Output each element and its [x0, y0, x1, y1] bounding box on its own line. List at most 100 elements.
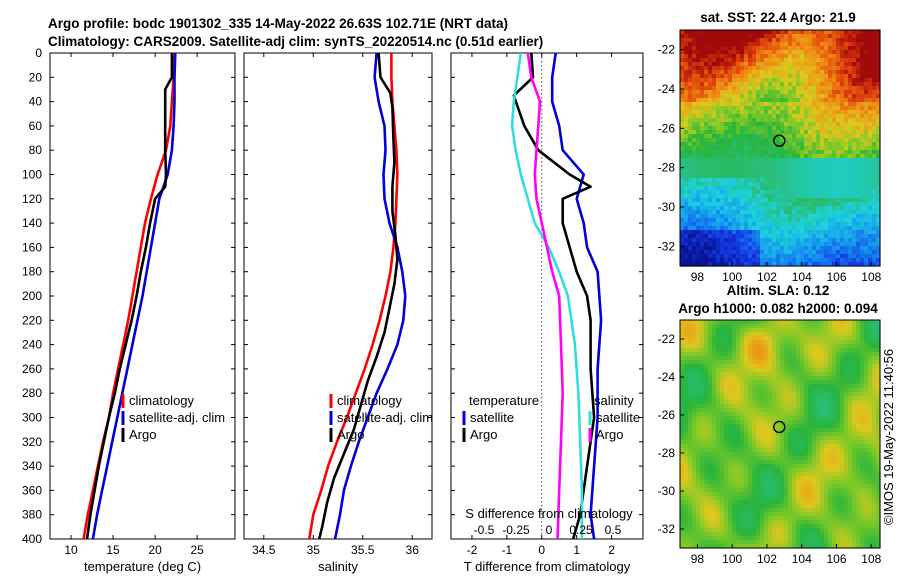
legend-title-temperature: temperature [469, 393, 539, 408]
y-tick-label: 300 [22, 411, 42, 425]
x-tick-label: 98 [691, 270, 705, 284]
series-line-satellite-adj-clim [333, 52, 407, 540]
x-axis-label: salinity [318, 559, 358, 574]
x-tick-label: 102 [757, 552, 777, 566]
x-tick-label: 100 [722, 270, 742, 284]
x-tick-label: 35.5 [351, 543, 375, 557]
argo-location-marker [773, 134, 786, 147]
x-tick-label: 10 [64, 543, 78, 557]
plot-frame [450, 52, 644, 540]
y-tick-label: 40 [29, 95, 43, 109]
y-tick-label: 80 [29, 143, 43, 157]
series-line-s-satellite [510, 52, 584, 539]
plot-frame [243, 52, 433, 540]
legend-argo: Argo [337, 427, 364, 442]
y-tick-label: 200 [22, 289, 42, 303]
y-tick-label: -28 [658, 446, 676, 460]
y-tick-label: -24 [658, 370, 676, 384]
map-frame [679, 29, 881, 267]
x-tick-label: 25 [190, 543, 204, 557]
x-tick-label: 36 [406, 543, 420, 557]
map-cells [680, 320, 881, 549]
x-tick-label: 98 [691, 552, 705, 566]
x-tick-label: 15 [106, 543, 120, 557]
y-tick-label: 340 [22, 459, 42, 473]
series-line-t-argo [512, 52, 596, 540]
x-tick-label: 1 [573, 543, 580, 557]
argo-location-marker [773, 420, 786, 434]
x-tick-label: -2 [467, 543, 478, 557]
y-tick-label: 140 [22, 216, 42, 230]
y-tick-label: -22 [658, 332, 676, 346]
y-tick-label: 400 [22, 532, 42, 546]
legend-satellite: satellite-adj. clim [129, 410, 225, 425]
series-line-argo [317, 52, 399, 540]
y-tick-label: 160 [22, 240, 42, 254]
y-tick-label: 240 [22, 338, 42, 352]
x-tick-label: 104 [792, 552, 812, 566]
x-tick-label: 35 [307, 543, 321, 557]
legend-climatology: climatology [337, 393, 403, 408]
x-tick-label: 2 [608, 543, 615, 557]
x-axis-label: temperature (deg C) [84, 559, 201, 574]
legend-s-satellite: satellite [596, 410, 640, 425]
y-tick-label: -28 [658, 161, 676, 175]
y-tick-label: 260 [22, 362, 42, 376]
legend-title-salinity: salinity [594, 393, 634, 408]
difference-panel: -2 -1 0 1 2 T difference from climatology [450, 52, 644, 574]
y-tick-label: -32 [658, 239, 676, 253]
legend-s-argo: Argo [596, 427, 623, 442]
x-tick-label: 102 [757, 270, 777, 284]
x-tick-label: 108 [861, 552, 881, 566]
s-tick: -0.5 [474, 523, 495, 537]
y-tick-label: -26 [658, 408, 676, 422]
y-tick-label: 360 [22, 483, 42, 497]
difference-legend: temperature salinity satellite Argo sate… [462, 393, 640, 442]
s-tick: 0 [546, 523, 553, 537]
sst-map-title: sat. SST: 22.4 Argo: 21.9 [700, 10, 856, 25]
x-tick-label: 106 [827, 552, 847, 566]
y-tick-label: -26 [658, 121, 676, 135]
s-tick: -0.25 [502, 523, 530, 537]
sla-map-title-line1: Altim. SLA: 0.12 [727, 283, 830, 298]
legend-t-satellite: satellite [470, 410, 514, 425]
temperature-panel: 10 15 20 25 0 20 40 60 80 100 120 140 160 180 200 220 24… [22, 46, 236, 574]
legend-satellite: satellite-adj. clim [337, 410, 433, 425]
y-tick-label: 280 [22, 386, 42, 400]
x-tick-label: 108 [861, 270, 881, 284]
salinity-panel: 34.5 35 35.5 36 salinity [243, 52, 433, 574]
series-line-t-satellite [550, 52, 603, 540]
y-tick-label: 20 [29, 70, 43, 84]
sla-map-title-line2: Argo h1000: 0.082 h2000: 0.094 [678, 301, 878, 316]
y-tick-label: 60 [29, 119, 43, 133]
title-line2: Climatology: CARS2009. Satellite-adj cli… [48, 34, 543, 49]
y-tick-label: 100 [22, 168, 42, 182]
legend-climatology: climatology [129, 393, 195, 408]
y-tick-label: 120 [22, 192, 42, 206]
copyright-label: ©IMOS 19-May-2022 11:40:56 [881, 349, 896, 525]
legend-argo: Argo [129, 427, 156, 442]
y-tick-label: 380 [22, 508, 42, 522]
x-tick-label: 34.5 [252, 543, 276, 557]
map-cells [680, 30, 881, 267]
s-tick: 0.5 [605, 523, 622, 537]
y-tick-label: -30 [658, 484, 676, 498]
x-tick-label: 106 [827, 270, 847, 284]
salinity-legend: climatology satellite-adj. clim Argo [329, 393, 433, 442]
series-line-climatology [308, 53, 399, 540]
y-tick-label: -24 [658, 82, 676, 96]
y-tick-label: 320 [22, 435, 42, 449]
series-line-satellite-adj-clim [91, 52, 177, 540]
x-tick-label: 20 [148, 543, 162, 557]
s-tick: 0.25 [569, 523, 593, 537]
s-difference-axis-label: S difference from climatology [465, 506, 633, 521]
legend-t-argo: Argo [470, 427, 497, 442]
x-tick-label: 104 [792, 270, 812, 284]
series-line-argo [85, 53, 174, 540]
series-line-s-argo [526, 52, 564, 540]
x-tick-label: 100 [722, 552, 742, 566]
x-tick-label: 0 [538, 543, 545, 557]
y-tick-label: -32 [658, 522, 676, 536]
y-tick-label: -30 [658, 200, 676, 214]
